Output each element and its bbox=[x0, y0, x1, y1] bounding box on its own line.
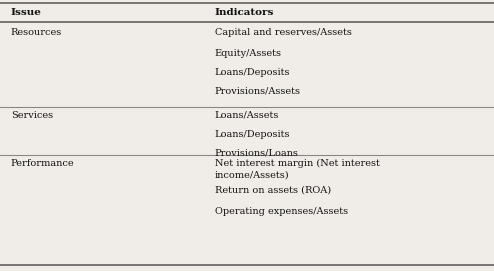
Text: Loans/Deposits: Loans/Deposits bbox=[215, 130, 290, 139]
Text: Equity/Assets: Equity/Assets bbox=[215, 49, 282, 58]
Text: Resources: Resources bbox=[11, 28, 62, 37]
Text: Performance: Performance bbox=[11, 159, 75, 168]
Text: Operating expenses/Assets: Operating expenses/Assets bbox=[215, 207, 348, 216]
Text: Provisions/Assets: Provisions/Assets bbox=[215, 87, 301, 96]
Text: Capital and reserves/Assets: Capital and reserves/Assets bbox=[215, 28, 352, 37]
Text: Provisions/Loans: Provisions/Loans bbox=[215, 148, 299, 157]
Text: Issue: Issue bbox=[11, 8, 41, 17]
Text: Loans/Deposits: Loans/Deposits bbox=[215, 68, 290, 77]
Text: Services: Services bbox=[11, 111, 53, 120]
Text: Return on assets (ROA): Return on assets (ROA) bbox=[215, 186, 331, 195]
Text: Net interest margin (Net interest
income/Assets): Net interest margin (Net interest income… bbox=[215, 159, 380, 180]
Text: Loans/Assets: Loans/Assets bbox=[215, 111, 279, 120]
Text: Indicators: Indicators bbox=[215, 8, 274, 17]
